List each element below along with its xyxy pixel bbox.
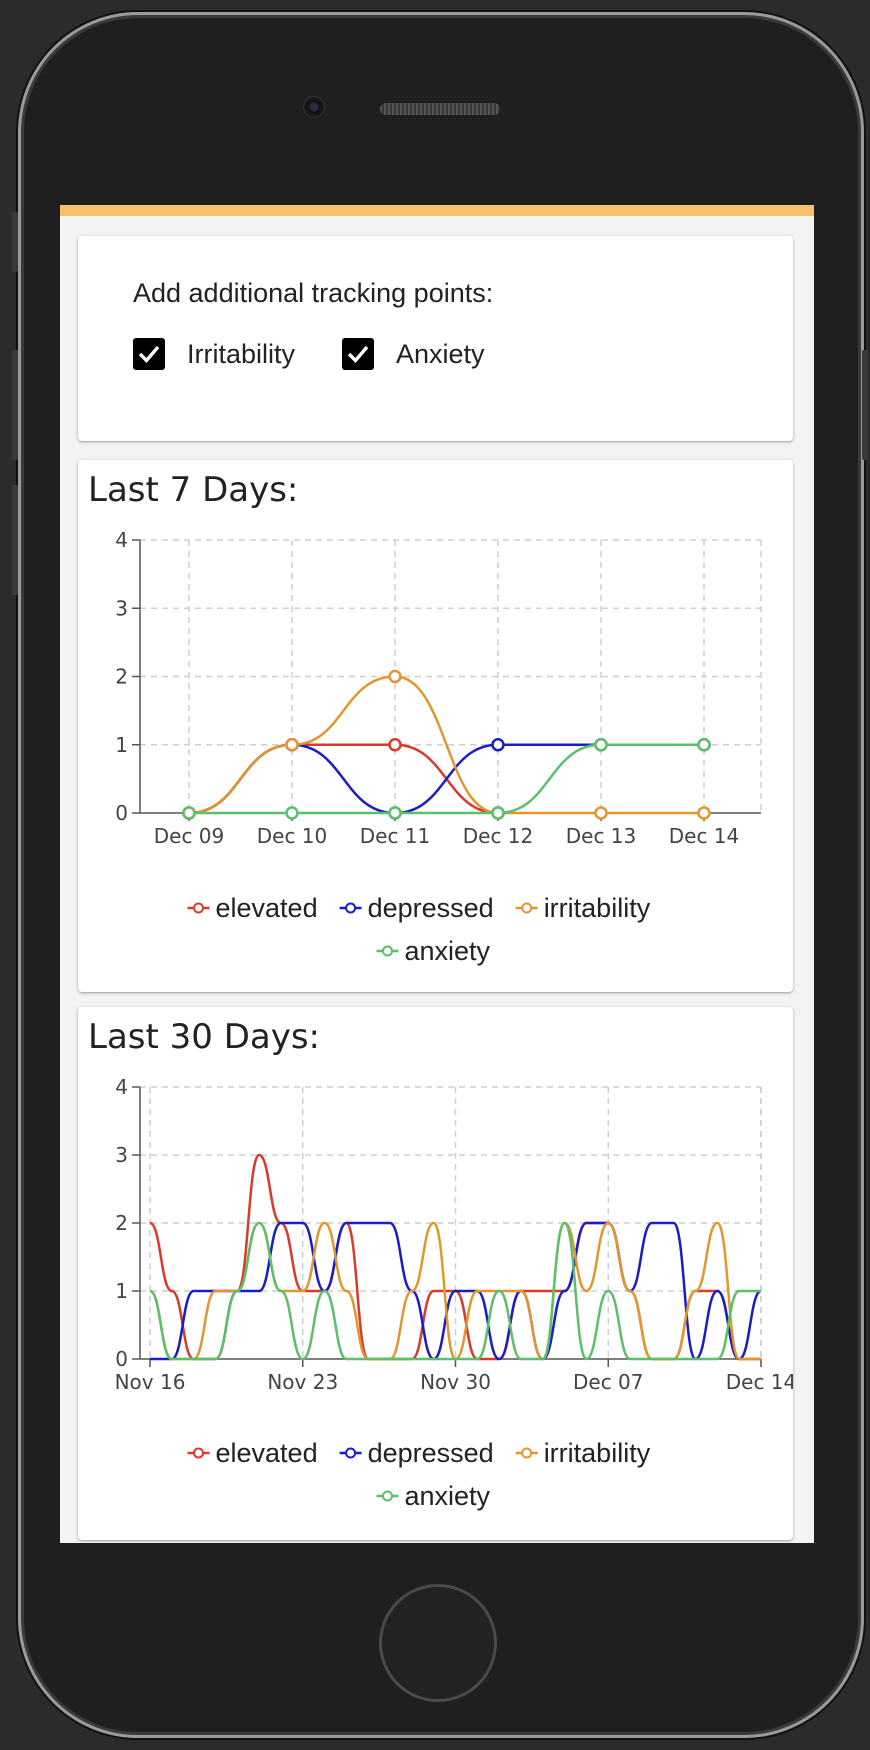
series-anxiety-point (182, 806, 196, 820)
y-tick-label: 3 (115, 596, 128, 620)
anxiety-option[interactable]: Anxiety (342, 338, 485, 370)
series-irritability-point (285, 738, 299, 752)
series-depressed-point (491, 738, 505, 752)
x-tick-label: Dec 14 (726, 1370, 793, 1394)
home-button[interactable] (379, 1584, 497, 1702)
legend-anxiety-marker (382, 945, 393, 957)
irritability-checkbox[interactable] (133, 338, 165, 370)
y-tick-label: 1 (115, 733, 128, 757)
checkmark-icon (138, 345, 160, 364)
y-tick-label: 1 (115, 1279, 128, 1303)
series-anxiety-point (491, 806, 505, 820)
x-tick-label: Dec 09 (154, 824, 225, 848)
volume-down-button (12, 485, 18, 595)
x-tick-label: Dec 14 (669, 824, 740, 848)
last-30-days-chart: 0 1 2 3 4 Nov 16 Nov 23 Nov 30 Dec 07 Dec 14 eleva… (115, 1075, 793, 1511)
tracking-options-card: Add additional tracking points: Irritabi… (78, 236, 793, 441)
x-tick-label: Dec 07 (573, 1370, 644, 1394)
last-7-days-chart: 0 1 2 3 4 Dec 09 Dec 10 Dec 11 Dec 12 Dec 13 Dec 1… (115, 528, 762, 966)
x-tick-label: Dec 13 (566, 824, 637, 848)
legend-depressed-marker (345, 1447, 357, 1459)
tracking-title: Add additional tracking points: (133, 278, 494, 308)
series-depressed-line (149, 1221, 762, 1361)
legend-depressed-label: depressed (368, 893, 494, 923)
series-elevated-point (388, 738, 402, 752)
legend-irritability-marker (521, 902, 533, 914)
chart-title: Last 30 Days: (88, 1017, 321, 1057)
x-tick-label: Dec 10 (257, 824, 328, 848)
legend-irritability-label: irritability (544, 1438, 651, 1468)
y-tick-label: 4 (115, 528, 128, 552)
legend-elevated-label: elevated (216, 1438, 318, 1468)
app-screen: Add additional tracking points: Irritabi… (60, 205, 814, 1543)
legend-depressed-label: depressed (368, 1438, 494, 1468)
series-irritability-point (388, 669, 402, 684)
legend-elevated-label: elevated (216, 893, 318, 923)
series-anxiety-point (594, 738, 608, 752)
series-anxiety-point (388, 806, 402, 820)
legend-anxiety-label: anxiety (405, 936, 491, 966)
legend-anxiety-marker (382, 1490, 393, 1502)
y-tick-label: 0 (115, 1347, 128, 1371)
x-tick-label: Dec 11 (360, 824, 431, 848)
legend-irritability-marker (521, 1447, 533, 1459)
y-tick-label: 2 (115, 1211, 128, 1235)
x-tick-label: Nov 30 (420, 1370, 491, 1394)
series-depressed-line (188, 743, 704, 815)
last-7-days-card: Last 7 Days: 0 1 2 3 4 Dec 09 Dec 10 Dec 11 Dec … (78, 460, 793, 992)
anxiety-label: Anxiety (396, 338, 485, 369)
front-camera (304, 97, 324, 117)
volume-up-button (12, 350, 18, 460)
legend-anxiety-label: anxiety (405, 1481, 491, 1511)
chart-title: Last 7 Days: (88, 470, 299, 510)
series-anxiety-point (285, 806, 299, 820)
legend-depressed-marker (345, 902, 357, 914)
power-button (862, 350, 868, 460)
series-anxiety-point (697, 738, 711, 752)
accent-bar (60, 205, 814, 216)
x-tick-label: Dec 12 (463, 824, 534, 848)
checkmark-icon (347, 345, 369, 364)
anxiety-checkbox[interactable] (342, 338, 374, 370)
series-irritability-point (594, 806, 608, 820)
last-30-days-card: Last 30 Days: 0 1 2 3 4 Nov 16 Nov 23 Nov 30 Dec… (78, 1007, 793, 1540)
x-tick-label: Nov 23 (267, 1370, 338, 1394)
irritability-label: Irritability (187, 338, 296, 369)
y-tick-label: 4 (115, 1075, 128, 1099)
legend-irritability-label: irritability (544, 893, 651, 923)
y-tick-label: 2 (115, 665, 128, 689)
legend-elevated-marker (193, 902, 204, 914)
series-anxiety-line (189, 743, 704, 815)
series-irritability-point (697, 806, 711, 820)
y-tick-label: 3 (115, 1143, 128, 1167)
mute-switch (12, 212, 18, 272)
irritability-option[interactable]: Irritability (133, 338, 295, 370)
earpiece-speaker (380, 103, 500, 115)
legend-elevated-marker (193, 1447, 204, 1459)
series-anxiety-line (149, 1221, 761, 1361)
y-tick-label: 0 (115, 801, 128, 825)
x-tick-label: Nov 16 (115, 1370, 186, 1394)
